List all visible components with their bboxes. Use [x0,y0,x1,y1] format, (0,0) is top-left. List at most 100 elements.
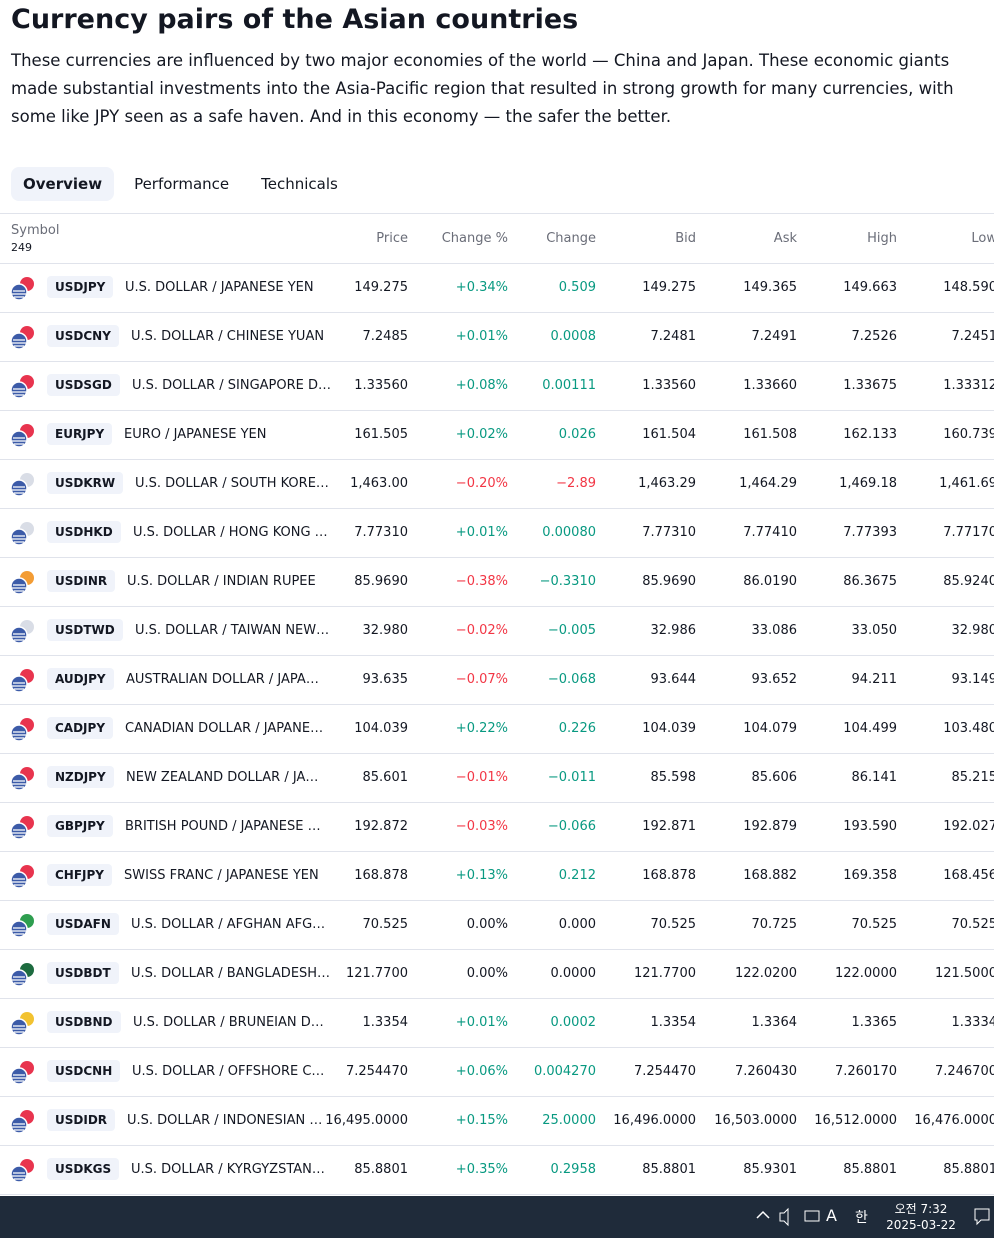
cell: +0.34% [455,280,508,295]
cell: 0.00% [466,966,508,981]
table-row[interactable]: GBPJPY BRITISH POUND / JAPANESE … 192.872 −… [0,802,994,852]
table-row[interactable]: USDAFN U.S. DOLLAR / AFGHAN AFG… 70.525 0.0… [0,900,994,950]
symbol-badge[interactable]: USDAFN [47,913,119,935]
table-row[interactable]: USDIDR U.S. DOLLAR / INDONESIAN … 16,495.0… [0,1096,994,1146]
cell: 85.8801 [843,1162,897,1177]
symbol-badge[interactable]: USDBDT [47,962,119,984]
cell: 0.026 [558,427,596,442]
column-header[interactable]: Change % [441,231,508,246]
column-header[interactable]: Change [546,231,596,246]
symbol-badge[interactable]: CHFJPY [47,864,112,886]
cell: 16,503.0000 [714,1113,797,1128]
cell: 0.004270 [533,1064,596,1079]
flag-icon [10,914,34,938]
cell: 1.3354 [650,1015,697,1030]
cell: 168.878 [354,868,408,883]
cell: 7.260170 [834,1064,897,1079]
clock-date[interactable]: 2025-03-22 [886,1218,956,1232]
symbol-badge[interactable]: EURJPY [47,423,113,445]
symbol-badge[interactable]: NZDJPY [47,766,114,788]
cell: −0.03% [455,819,508,834]
table-row[interactable]: AUDJPY AUSTRALIAN DOLLAR / JAPA… 93.635 −0.… [0,655,994,705]
flag-icon [10,718,34,742]
symbol-badge[interactable]: AUDJPY [47,668,114,690]
pair-name: U.S. DOLLAR / SINGAPORE D… [132,378,331,393]
table-row[interactable]: USDHKD U.S. DOLLAR / HONG KONG … 7.77310 +0… [0,508,994,558]
symbol-badge[interactable]: USDTWD [47,619,123,641]
cell: −0.3310 [539,574,596,589]
ime-language[interactable]: 한 [855,1210,868,1226]
tabs: Overview Performance Technicals [11,167,350,201]
cell: 0.226 [558,721,596,736]
cell: 0.00080 [542,525,596,540]
symbol-badge[interactable]: USDCNY [47,325,119,347]
cell: +0.22% [455,721,508,736]
table-row[interactable]: USDCNY U.S. DOLLAR / CHINESE YUAN 7.2485 +0… [0,312,994,362]
taskbar: A 한 오전 7:32 2025-03-22 [0,1196,994,1238]
column-header[interactable]: Bid [675,231,696,246]
tray-chevron[interactable] [756,1210,770,1219]
column-header[interactable]: Low [971,231,994,246]
ime-mode[interactable]: A [826,1206,837,1225]
table: Symbol 249 Price Change % Change Bid Ask High Lo… [0,213,994,1197]
pair-name: SWISS FRANC / JAPANESE YEN [124,868,319,883]
cell: 1,461.69 [939,476,994,491]
cell: 70.725 [751,917,798,932]
cell: 1.3364 [751,1015,798,1030]
network-icon[interactable] [804,1210,820,1222]
table-row[interactable]: USDINR U.S. DOLLAR / INDIAN RUPEE 85.9690 −… [0,557,994,607]
table-row[interactable]: USDKGS U.S. DOLLAR / KYRGYZSTAN… 85.8801 +0… [0,1145,994,1195]
symbol-badge[interactable]: CADJPY [47,717,114,739]
flag-icon [10,669,34,693]
symbol-badge[interactable]: USDHKD [47,521,121,543]
column-header[interactable]: Price [376,231,408,246]
cell: 122.0200 [734,966,797,981]
symbol-badge[interactable]: USDKGS [47,1158,120,1180]
symbol-badge[interactable]: USDBND [47,1011,121,1033]
table-row[interactable]: USDJPY U.S. DOLLAR / JAPANESE YEN 149.275 +… [0,263,994,313]
cell: 85.9690 [354,574,408,589]
table-row[interactable]: USDTWD U.S. DOLLAR / TAIWAN NEW… 32.980 −0.… [0,606,994,656]
column-header[interactable]: High [867,231,897,246]
cell: 93.652 [751,672,798,687]
table-row[interactable]: USDSGD U.S. DOLLAR / SINGAPORE D… 1.33560 +… [0,361,994,411]
clock-time[interactable]: 오전 7:32 [894,1202,948,1216]
tab[interactable]: Performance [134,175,230,193]
symbol-badge[interactable]: GBPJPY [47,815,113,837]
symbol-badge[interactable]: USDCNH [47,1060,121,1082]
cell: 168.456 [943,868,994,883]
pair-name: U.S. DOLLAR / AFGHAN AFG… [131,917,326,932]
cell: 7.2526 [851,329,898,344]
cell: 1.33660 [743,378,797,393]
tab[interactable]: Overview [11,167,115,201]
volume-icon[interactable] [779,1207,789,1227]
tab[interactable]: Technicals [261,175,338,193]
cell: 1,463.29 [638,476,696,491]
symbol-badge[interactable]: USDJPY [47,276,114,298]
symbol-badge[interactable]: USDKRW [47,472,124,494]
table-row[interactable]: USDBDT U.S. DOLLAR / BANGLADESH… 121.7700 0… [0,949,994,999]
table-row[interactable]: NZDJPY NEW ZEALAND DOLLAR / JA… 85.601 −0.0… [0,753,994,803]
notification-icon[interactable] [974,1208,990,1226]
column-header[interactable]: Ask [773,231,797,246]
pair-name: U.S. DOLLAR / BANGLADESH… [131,966,331,981]
cell: 121.7700 [633,966,696,981]
table-row[interactable]: USDKRW U.S. DOLLAR / SOUTH KORE… 1,463.00 −… [0,459,994,509]
table-row[interactable]: CHFJPY SWISS FRANC / JAPANESE YEN 168.878 +… [0,851,994,901]
cell: 122.0000 [834,966,897,981]
table-row[interactable]: EURJPY EURO / JAPANESE YEN 161.505 +0.02% 0.… [0,410,994,460]
symbol-badge[interactable]: USDINR [47,570,116,592]
cell: +0.08% [455,378,508,393]
table-row[interactable]: CADJPY CANADIAN DOLLAR / JAPANE… 104.039 +0… [0,704,994,754]
table-row[interactable]: USDCNH U.S. DOLLAR / OFFSHORE C… 7.254470 +… [0,1047,994,1097]
cell: 169.358 [843,868,897,883]
table-row[interactable]: USDBND U.S. DOLLAR / BRUNEIAN D… 1.3354 +0.… [0,998,994,1048]
symbol-badge[interactable]: USDIDR [47,1109,116,1131]
cell: 104.499 [843,721,897,736]
cell: 103.480 [943,721,994,736]
symbol-badge[interactable]: USDSGD [47,374,120,396]
cell: 104.039 [354,721,408,736]
cell: 85.9301 [743,1162,797,1177]
cell: 121.7700 [345,966,408,981]
cell: −0.005 [547,623,596,638]
